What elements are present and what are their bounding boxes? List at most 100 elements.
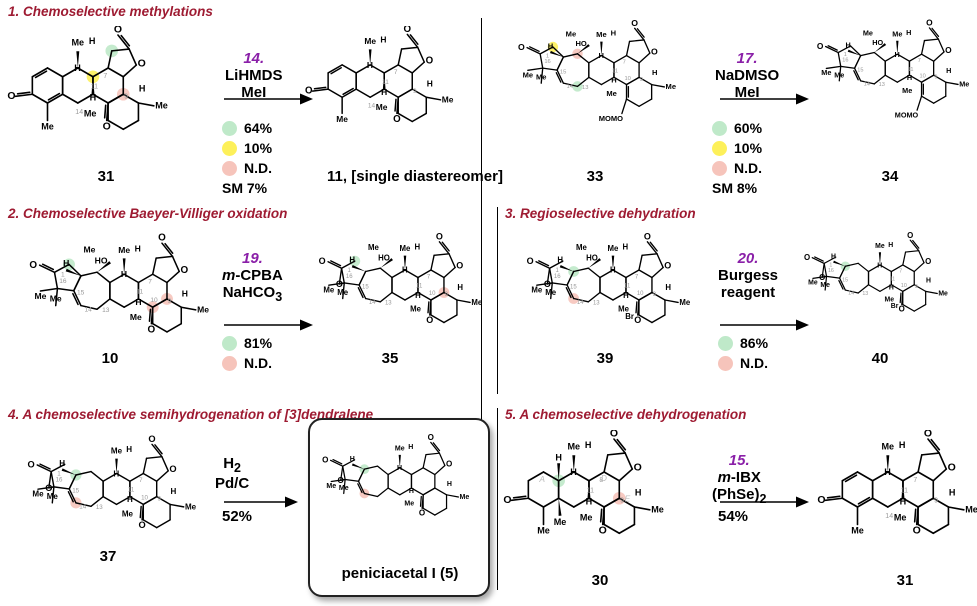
svg-text:O: O xyxy=(28,459,35,469)
svg-text:O: O xyxy=(817,41,824,51)
svg-text:H: H xyxy=(139,83,146,93)
svg-text:15: 15 xyxy=(77,290,85,297)
svg-text:H: H xyxy=(121,269,127,279)
svg-text:O: O xyxy=(817,494,825,506)
svg-text:H: H xyxy=(635,487,642,497)
svg-text:Me: Me xyxy=(834,70,844,79)
svg-text:H: H xyxy=(89,36,96,46)
svg-text:O: O xyxy=(148,324,156,335)
svg-text:H: H xyxy=(414,242,420,251)
svg-text:1: 1 xyxy=(347,268,351,274)
svg-text:9: 9 xyxy=(413,88,417,95)
svg-text:11: 11 xyxy=(416,284,423,290)
svg-text:H: H xyxy=(610,266,616,275)
svg-text:H: H xyxy=(900,497,907,507)
svg-text:O: O xyxy=(158,233,166,244)
svg-text:Me: Me xyxy=(400,244,411,253)
svg-text:H: H xyxy=(457,283,463,292)
svg-text:Me: Me xyxy=(460,494,470,501)
svg-text:9: 9 xyxy=(934,497,938,504)
svg-text:H: H xyxy=(557,256,563,265)
svg-text:13: 13 xyxy=(385,300,392,306)
svg-text:14: 14 xyxy=(885,513,893,520)
svg-text:Me: Me xyxy=(47,492,59,501)
svg-text:H: H xyxy=(63,258,69,268)
svg-text:H: H xyxy=(884,467,891,477)
svg-text:Me: Me xyxy=(84,109,97,119)
svg-text:O: O xyxy=(322,456,328,465)
svg-text:Me: Me xyxy=(618,305,629,314)
svg-text:O: O xyxy=(926,18,933,28)
svg-text:O: O xyxy=(45,483,52,493)
svg-text:O: O xyxy=(503,494,511,506)
svg-text:Me: Me xyxy=(32,490,44,499)
svg-text:O: O xyxy=(181,265,189,276)
svg-text:H: H xyxy=(949,487,956,497)
svg-text:O: O xyxy=(148,434,155,444)
svg-text:Me: Me xyxy=(606,89,616,98)
svg-text:E: E xyxy=(625,493,631,503)
svg-text:H: H xyxy=(409,488,414,495)
svg-text:1: 1 xyxy=(555,268,559,274)
svg-text:Me: Me xyxy=(821,68,831,77)
svg-text:10: 10 xyxy=(624,76,630,82)
svg-text:HO: HO xyxy=(586,253,598,262)
svg-text:Me: Me xyxy=(554,517,567,527)
svg-text:11: 11 xyxy=(128,487,135,494)
svg-text:Me: Me xyxy=(339,485,349,492)
svg-text:13: 13 xyxy=(593,300,600,306)
svg-text:16: 16 xyxy=(554,274,561,280)
svg-text:H: H xyxy=(598,51,603,60)
svg-text:13: 13 xyxy=(862,291,868,297)
svg-text:O: O xyxy=(599,525,607,537)
svg-text:O: O xyxy=(393,114,401,125)
svg-text:Me: Me xyxy=(580,513,593,523)
svg-text:Me: Me xyxy=(679,298,690,307)
svg-text:Me: Me xyxy=(875,243,885,250)
svg-text:7: 7 xyxy=(427,274,431,280)
svg-text:11: 11 xyxy=(624,284,631,290)
svg-text:O: O xyxy=(436,231,443,241)
svg-text:13: 13 xyxy=(96,504,103,511)
svg-text:Me: Me xyxy=(111,447,123,456)
svg-text:O: O xyxy=(305,86,313,97)
svg-text:H: H xyxy=(831,253,836,260)
svg-text:HO: HO xyxy=(95,256,108,266)
svg-text:H: H xyxy=(586,497,593,507)
svg-text:Me: Me xyxy=(545,288,556,297)
svg-text:Me: Me xyxy=(902,86,912,95)
svg-text:H: H xyxy=(59,459,65,468)
svg-text:11: 11 xyxy=(587,488,594,495)
svg-text:O: O xyxy=(103,121,111,133)
svg-text:O: O xyxy=(819,273,825,282)
svg-text:10: 10 xyxy=(150,297,158,304)
svg-text:Me: Me xyxy=(537,526,550,536)
svg-text:Me: Me xyxy=(122,509,134,518)
svg-text:H: H xyxy=(402,266,408,275)
svg-text:O: O xyxy=(428,433,434,442)
svg-text:O: O xyxy=(913,525,921,537)
svg-text:H: H xyxy=(889,285,894,292)
svg-text:Me: Me xyxy=(820,282,830,289)
svg-text:H: H xyxy=(555,452,562,462)
svg-text:16: 16 xyxy=(842,57,848,63)
svg-text:O: O xyxy=(114,26,122,35)
svg-text:H: H xyxy=(126,445,132,454)
svg-text:H: H xyxy=(907,73,912,82)
svg-text:Me: Me xyxy=(368,243,379,252)
svg-text:HO: HO xyxy=(378,253,390,262)
svg-text:14: 14 xyxy=(75,109,83,116)
svg-text:H: H xyxy=(380,35,386,45)
svg-text:H: H xyxy=(877,262,882,269)
svg-text:Me: Me xyxy=(337,288,348,297)
svg-text:11: 11 xyxy=(890,277,896,283)
svg-text:Me: Me xyxy=(410,305,421,314)
svg-text:Me: Me xyxy=(197,304,209,314)
svg-text:15: 15 xyxy=(560,70,566,76)
svg-text:10: 10 xyxy=(637,291,644,297)
svg-text:16: 16 xyxy=(544,59,550,65)
svg-text:Me: Me xyxy=(364,36,376,46)
svg-text:H: H xyxy=(548,41,553,50)
svg-text:O: O xyxy=(426,315,433,325)
svg-text:H: H xyxy=(622,242,628,251)
